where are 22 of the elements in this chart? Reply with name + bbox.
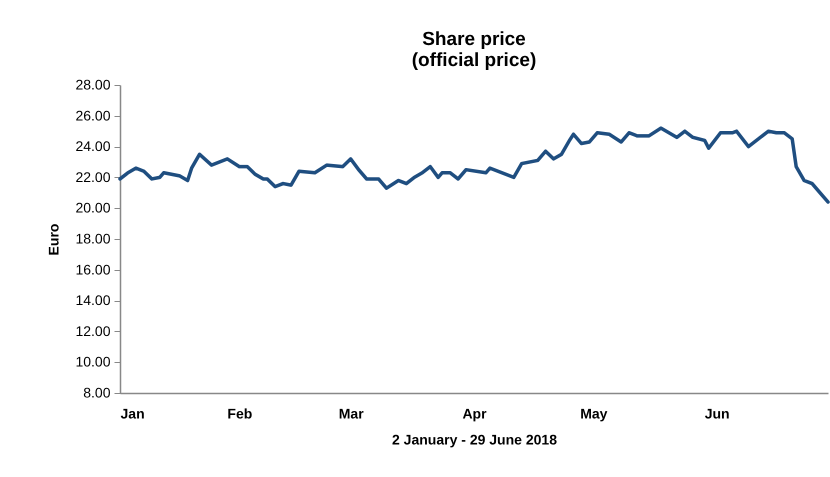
- line-series: [118, 126, 830, 204]
- y-tick-label: 16.00: [75, 261, 111, 278]
- x-tick-label: Jan: [120, 406, 145, 422]
- x-tick-label: Jun: [704, 406, 730, 422]
- y-tick-label: 22.00: [75, 168, 111, 185]
- x-tick-label: May: [580, 406, 608, 422]
- y-tick-label: 14.00: [75, 292, 111, 308]
- chart-title: Share price: [422, 29, 526, 50]
- y-tick-label: 12.00: [75, 322, 111, 339]
- y-axis-title: Euro: [45, 224, 62, 256]
- y-tick-label: 28.00: [75, 76, 111, 92]
- y-tick-label: 26.00: [75, 107, 111, 124]
- y-tick-label: 10.00: [75, 354, 111, 370]
- x-tick-label: Feb: [227, 406, 252, 422]
- x-tick-label: Mar: [338, 406, 364, 422]
- y-tick-label: 20.00: [75, 200, 111, 216]
- x-axis-title: 2 January - 29 June 2018: [392, 432, 558, 448]
- y-tick-label: 18.00: [75, 230, 111, 246]
- y-tick-label: 8.00: [83, 384, 111, 400]
- y-tick-label: 24.00: [75, 138, 111, 154]
- chart-subtitle: (official price): [412, 50, 536, 71]
- x-tick-label: Apr: [462, 406, 488, 422]
